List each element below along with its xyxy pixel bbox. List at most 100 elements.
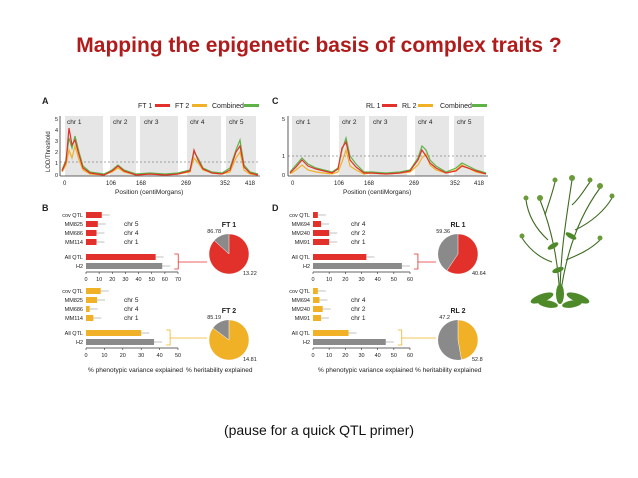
row-label: MM825 <box>65 298 83 304</box>
pie-value-a: 59.36 <box>436 229 450 235</box>
row-label: MM240 <box>292 307 310 313</box>
bars-ft1: cov QTL MM825 chr 5 MM686 chr 4 MM114 chr 1 All… <box>62 212 257 283</box>
x-tick-label: 30 <box>138 353 144 359</box>
bar <box>86 306 90 312</box>
bar <box>86 221 98 227</box>
bar <box>313 315 322 321</box>
bar <box>86 330 142 336</box>
bar <box>86 297 98 303</box>
c-y-tick-5: 5 <box>282 117 285 123</box>
bar <box>313 306 323 312</box>
row-label: cov QTL <box>62 289 83 295</box>
chr4-label-c: chr 4 <box>418 119 433 126</box>
x-tick-label: 40 <box>375 353 381 359</box>
chr-label: chr 4 <box>124 230 139 237</box>
row-label: MM91 <box>295 240 310 246</box>
chr2-label-c: chr 2 <box>342 119 357 126</box>
x-tick-label: 10 <box>101 353 107 359</box>
arabidopsis-plant-image <box>519 175 615 308</box>
row-label: cov QTL <box>62 213 83 219</box>
panel-b-pie-label: % heritability explained <box>186 367 253 374</box>
bar <box>313 254 367 260</box>
x-tick-label: 50 <box>391 353 397 359</box>
row-label: H2 <box>303 340 310 346</box>
legend-rl1-swatch <box>382 104 397 107</box>
pie-qtl-slice <box>208 233 250 275</box>
x-tick-a-418: 418 <box>245 181 256 187</box>
bar <box>313 339 386 345</box>
chr5-label-c: chr 5 <box>457 119 472 126</box>
pie-title: RL 1 <box>450 222 465 229</box>
panel-c: C RL 1 RL 2 Combined chr 1 chr 2 chr 3 c… <box>272 96 488 196</box>
row-label: MM686 <box>65 307 83 313</box>
chr-label: chr 1 <box>351 315 366 322</box>
x-tick-label: 30 <box>358 353 364 359</box>
bars-rl2: cov QTL MM694 chr 4 MM240 chr 2 MM91 chr 1 All … <box>289 288 483 363</box>
bar <box>86 254 156 260</box>
bars-rl1: cov QTL MM694 chr 4 MM240 chr 2 MM91 chr 1 All … <box>289 212 486 283</box>
pie-qtl-slice <box>446 233 479 275</box>
chr2-band <box>110 116 136 176</box>
x-tick-label: 20 <box>120 353 126 359</box>
x-tick-label: 10 <box>326 353 332 359</box>
row-label: MM114 <box>65 240 83 246</box>
legend-rl2: RL 2 <box>402 103 417 110</box>
slide-title: Mapping the epigenetic basis of complex … <box>76 34 562 57</box>
slide-caption: (pause for a quick QTL primer) <box>223 422 415 438</box>
bracket-line <box>397 329 436 346</box>
x-tick-label: 0 <box>84 277 87 283</box>
bar <box>86 230 97 236</box>
x-tick-label: 50 <box>149 277 155 283</box>
legend-ft1: FT 1 <box>138 103 152 110</box>
row-label: MM114 <box>65 316 83 322</box>
legend-rl1: RL 1 <box>366 103 381 110</box>
y-tick-4: 4 <box>55 128 58 134</box>
x-tick-label: 0 <box>311 277 314 283</box>
ft1-curve <box>61 127 259 176</box>
row-label: H2 <box>76 340 83 346</box>
y-tick-3: 3 <box>55 139 58 145</box>
row-label: MM91 <box>295 316 310 322</box>
legend-combined-c: Combined <box>440 103 472 110</box>
c-y-tick-0: 0 <box>282 173 285 179</box>
panel-a-y-label: LOD/Threshold <box>46 131 52 172</box>
chr3-label-c: chr 3 <box>373 119 388 126</box>
chr4-band <box>187 116 221 176</box>
bar <box>86 212 102 218</box>
x-tick-c-418: 418 <box>474 181 485 187</box>
row-label: MM694 <box>292 222 310 228</box>
row-label: cov QTL <box>289 213 310 219</box>
pie-qtl-slice <box>457 319 479 360</box>
panel-a: A FT 1 FT 2 Combined chr 1 chr 2 chr 3 c… <box>42 96 260 196</box>
x-tick-a-352: 352 <box>220 181 231 187</box>
panel-a-x-label: Position (centiMorgans) <box>115 189 183 196</box>
x-tick-label: 60 <box>407 277 413 283</box>
x-tick-c-0: 0 <box>291 181 295 187</box>
bar <box>313 212 318 218</box>
x-tick-label: 40 <box>375 277 381 283</box>
bar <box>86 263 163 269</box>
c-y-tick-1: 1 <box>282 154 285 160</box>
y-tick-0: 0 <box>55 173 58 179</box>
panel-c-letter: C <box>272 96 279 106</box>
chr-label: chr 4 <box>124 306 139 313</box>
legend-ft2: FT 2 <box>175 103 189 110</box>
chr1-label-a: chr 1 <box>67 119 82 126</box>
bars-ft2: cov QTL MM825 chr 5 MM686 chr 4 MM114 chr 1 All… <box>62 288 257 363</box>
combined-curve-c <box>289 135 487 174</box>
pie-value-b: 14.81 <box>243 357 257 363</box>
row-label: MM694 <box>292 298 310 304</box>
x-tick-c-168: 168 <box>364 181 375 187</box>
row-label: MM240 <box>292 231 310 237</box>
bar <box>313 297 320 303</box>
chr-label: chr 2 <box>351 230 366 237</box>
bar <box>86 339 155 345</box>
legend-combined-a: Combined <box>212 103 244 110</box>
x-tick-label: 10 <box>96 277 102 283</box>
x-tick-label: 60 <box>162 277 168 283</box>
chr-label: chr 5 <box>124 221 139 228</box>
x-tick-a-0: 0 <box>63 181 67 187</box>
pie-title: RL 2 <box>450 308 465 315</box>
x-tick-a-106: 106 <box>106 181 117 187</box>
legend-combined-a-swatch <box>244 104 259 107</box>
